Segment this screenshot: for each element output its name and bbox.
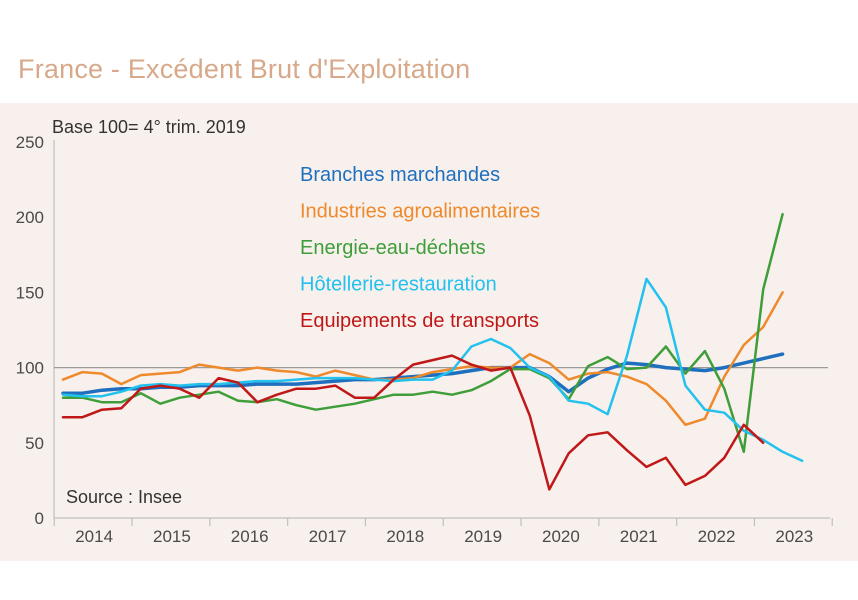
x-tick-label: 2022 <box>698 527 736 546</box>
series-line <box>61 291 784 427</box>
x-tick-label: 2023 <box>775 527 813 546</box>
x-tick-label: 2020 <box>542 527 580 546</box>
x-tick-labels: 2014 2015 2016 2017 2018 2019 2020 2021 2022 2023 <box>75 527 813 546</box>
series-line <box>61 212 784 454</box>
y-tick-label: 250 <box>16 133 44 152</box>
series-line <box>61 354 765 491</box>
y-tick-label: 0 <box>35 509 44 528</box>
chart-panel <box>0 103 858 561</box>
x-tick-marks <box>53 518 833 526</box>
source-note: Source : Insee <box>66 487 182 507</box>
legend: Branches marchandes Industries agroalimen… <box>300 164 540 332</box>
y-tick-label: 150 <box>16 283 44 302</box>
x-tick-label: 2021 <box>620 527 658 546</box>
x-tick-label: 2014 <box>75 527 113 546</box>
x-tick-label: 2015 <box>153 527 191 546</box>
legend-entry: Equipements de transports <box>300 310 539 332</box>
series-lines <box>61 212 804 491</box>
legend-entry: Industries agroalimentaires <box>300 201 540 223</box>
legend-entry: Branches marchandes <box>300 164 500 186</box>
x-tick-label: 2017 <box>309 527 347 546</box>
y-tick-labels: 0 50 100 150 200 250 <box>16 133 44 528</box>
chart-title: France - Excédent Brut d'Exploitation <box>18 54 471 84</box>
y-tick-label: 200 <box>16 208 44 227</box>
series-line <box>61 277 804 463</box>
legend-entry: Hôtellerie-restauration <box>300 274 497 296</box>
x-tick-label: 2019 <box>464 527 502 546</box>
x-tick-label: 2016 <box>231 527 269 546</box>
y-tick-label: 50 <box>25 434 44 453</box>
y-tick-label: 100 <box>16 359 44 378</box>
x-tick-label: 2018 <box>386 527 424 546</box>
chart-subtitle: Base 100= 4° trim. 2019 <box>52 117 246 137</box>
legend-entry: Energie-eau-déchets <box>300 237 486 259</box>
